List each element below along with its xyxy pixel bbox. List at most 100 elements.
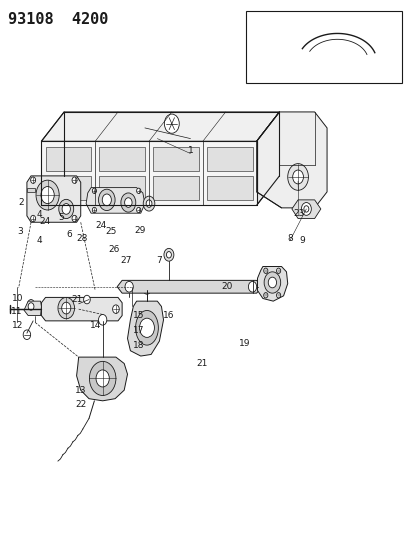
Circle shape [124,198,132,207]
Circle shape [31,177,36,183]
Circle shape [263,272,280,293]
Circle shape [268,277,276,288]
Text: 19: 19 [238,339,249,348]
Circle shape [96,370,109,387]
Circle shape [59,199,74,219]
Circle shape [263,268,267,273]
Text: 31: 31 [304,14,316,23]
Circle shape [28,300,34,308]
Circle shape [164,248,173,261]
Text: 8: 8 [286,235,292,243]
Circle shape [72,177,77,183]
Circle shape [276,293,280,298]
Polygon shape [256,112,279,205]
Circle shape [62,302,71,314]
Text: 3: 3 [17,228,23,236]
Circle shape [98,314,107,325]
Circle shape [136,188,140,193]
Polygon shape [86,188,145,213]
Polygon shape [45,147,91,171]
Circle shape [62,204,70,214]
Circle shape [370,47,378,58]
Text: 4: 4 [36,237,42,245]
Text: 13: 13 [75,386,86,394]
Polygon shape [153,176,198,200]
Polygon shape [41,112,279,141]
Circle shape [263,293,267,298]
Polygon shape [41,141,256,205]
Polygon shape [117,280,261,293]
Text: 1: 1 [187,146,193,155]
Circle shape [303,206,308,212]
Polygon shape [24,301,41,316]
Text: 6: 6 [66,230,72,239]
Circle shape [121,193,135,212]
Text: 93108  4200: 93108 4200 [8,12,108,27]
Text: 7: 7 [156,256,162,264]
Polygon shape [153,147,198,171]
Circle shape [292,170,303,184]
Polygon shape [127,301,163,356]
Circle shape [139,318,154,337]
Circle shape [125,281,133,292]
Text: 28: 28 [76,235,88,243]
Circle shape [83,295,90,304]
Polygon shape [291,200,320,219]
Circle shape [146,200,152,207]
Circle shape [28,303,34,310]
Circle shape [248,281,256,292]
Polygon shape [99,147,145,171]
Text: 21: 21 [196,359,207,368]
Circle shape [98,189,115,211]
Text: 11: 11 [271,67,282,75]
Circle shape [72,215,77,222]
Circle shape [164,114,179,133]
Polygon shape [27,188,35,192]
Circle shape [302,37,317,56]
Text: 25: 25 [105,227,116,236]
Polygon shape [41,297,122,321]
Circle shape [276,268,280,273]
Circle shape [301,203,311,215]
Circle shape [136,207,140,213]
Text: 11: 11 [11,308,22,316]
Polygon shape [206,147,252,171]
Circle shape [92,188,96,193]
Text: 22: 22 [75,400,86,408]
Text: 24: 24 [95,222,107,230]
Text: 11: 11 [271,67,282,75]
Text: 23: 23 [292,209,304,217]
Text: 17: 17 [133,326,144,335]
Text: 26: 26 [108,245,119,254]
Text: 12: 12 [12,321,23,329]
Text: 27: 27 [120,256,132,264]
Circle shape [92,207,96,213]
Circle shape [41,187,54,204]
Circle shape [31,215,36,222]
Ellipse shape [135,310,158,345]
Polygon shape [99,176,145,200]
Text: 9: 9 [299,237,304,245]
Bar [246,11,401,83]
Polygon shape [206,176,252,200]
Polygon shape [45,176,91,200]
Text: 29: 29 [134,226,145,235]
Circle shape [102,194,111,206]
Polygon shape [256,112,326,208]
Circle shape [166,252,171,258]
Text: 21: 21 [71,295,82,304]
Text: 15: 15 [133,311,144,320]
Circle shape [89,361,116,395]
Polygon shape [76,357,127,401]
Circle shape [58,297,74,319]
Text: 20: 20 [221,282,232,291]
Circle shape [143,196,154,211]
Polygon shape [257,266,287,301]
Text: 16: 16 [163,311,174,320]
Text: 24: 24 [39,217,50,226]
Polygon shape [27,176,81,222]
Circle shape [306,41,314,52]
Circle shape [142,284,151,294]
Circle shape [363,51,368,58]
Text: 30: 30 [380,67,392,75]
